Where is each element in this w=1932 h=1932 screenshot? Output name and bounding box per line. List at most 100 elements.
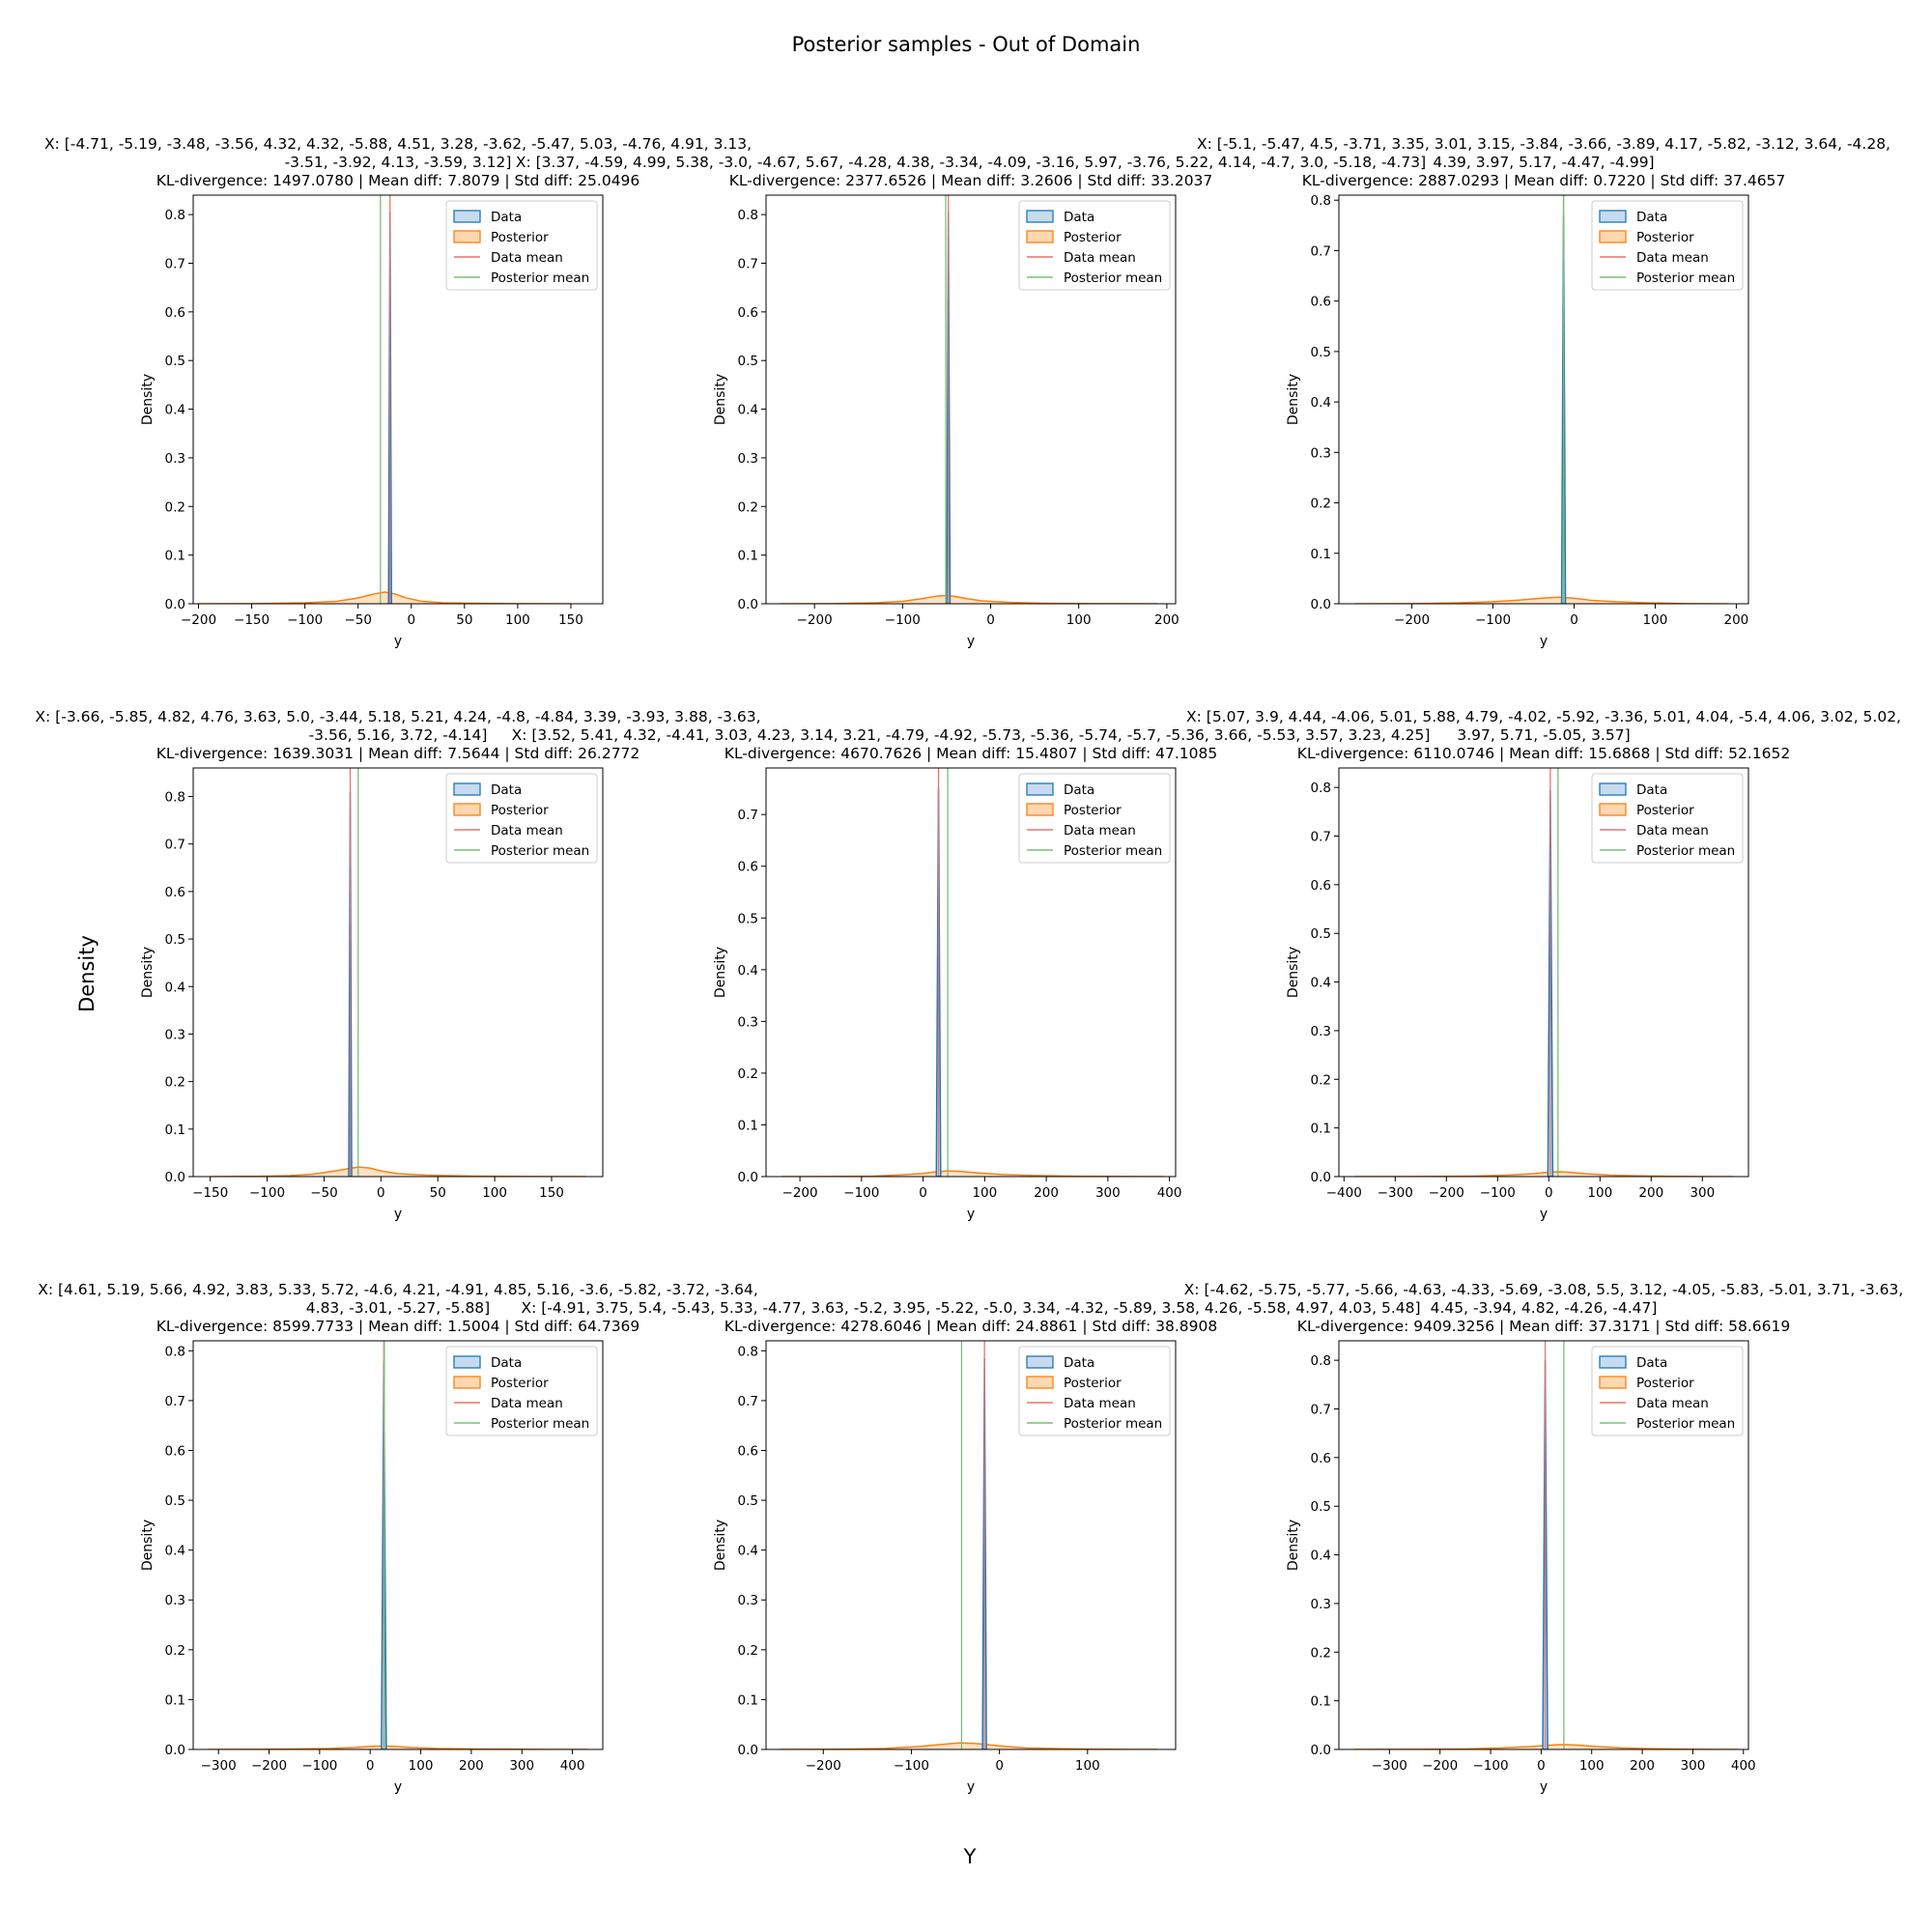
x-tick-label: 0 <box>1545 1185 1553 1201</box>
legend-box <box>1591 200 1744 291</box>
x-tick-label: 50 <box>456 612 472 628</box>
subplot-title-line: 4.45, -3.94, 4.82, -4.26, -4.47] <box>1431 1299 1658 1317</box>
legend: Data Posterior Data mean Posterior mean <box>445 773 598 864</box>
legend-label: Posterior <box>1064 230 1122 245</box>
x-axis-label: y <box>394 1779 402 1795</box>
y-tick-label: 0.8 <box>1311 193 1331 209</box>
legend-label: Posterior mean <box>1064 270 1162 286</box>
x-tick-label: 100 <box>1075 1758 1100 1774</box>
axes-frame <box>765 194 1177 605</box>
y-tick-label: 0.1 <box>165 549 185 564</box>
x-tick-label: −200 <box>1422 1758 1458 1774</box>
legend-swatch-data <box>453 210 481 223</box>
x-tick-label: 0 <box>377 1185 385 1201</box>
subplot-title-line: X: [4.61, 5.19, 5.66, 4.92, 3.83, 5.33, … <box>38 1281 758 1298</box>
y-tick-label: 0.5 <box>165 354 185 369</box>
y-tick-label: 0.2 <box>1311 497 1331 512</box>
legend-label: Data <box>1636 1355 1667 1371</box>
subplot-7: X: [4.61, 5.19, 5.66, 4.92, 3.83, 5.33, … <box>38 1281 758 1795</box>
x-axis-label: y <box>1540 1779 1548 1795</box>
y-axis-label: Density <box>140 947 156 998</box>
legend-swatch-posterior <box>1599 803 1627 816</box>
x-axis-label: y <box>394 634 402 649</box>
posterior-density-area <box>210 1167 586 1177</box>
posterior-density-area <box>1353 1171 1734 1177</box>
y-tick-label: 0.4 <box>1311 1548 1331 1564</box>
x-tick-label: 100 <box>1579 1758 1605 1774</box>
legend-swatch-posterior <box>1599 230 1627 243</box>
plot-area <box>781 768 1164 1177</box>
y-tick-label: 0.0 <box>1311 1170 1331 1185</box>
x-tick-label: 0 <box>407 612 415 628</box>
y-tick-label: 0.6 <box>738 1443 758 1459</box>
legend-swatch-posterior <box>453 230 481 243</box>
posterior-density-area <box>779 1743 1158 1749</box>
legend: Data Posterior Data mean Posterior mean <box>1018 773 1171 864</box>
legend-box <box>1018 1346 1171 1436</box>
legend: Data Posterior Data mean Posterior mean <box>445 1346 598 1436</box>
x-tick-label: −100 <box>1472 1758 1508 1774</box>
legend-box <box>1591 773 1744 864</box>
y-tick-label: 0.3 <box>1311 445 1331 461</box>
x-tick-label: 0 <box>995 1758 1004 1774</box>
subplot-title-line: X: [-4.71, -5.19, -3.48, -3.56, 4.32, 4.… <box>44 135 752 153</box>
y-tick-label: 0.1 <box>165 1122 185 1138</box>
y-tick-label: 0.3 <box>165 1593 185 1608</box>
y-tick-label: 0.1 <box>1311 547 1331 562</box>
legend-label: Posterior mean <box>491 1416 589 1432</box>
subplot-3: X: [-5.1, -5.47, 4.5, -3.71, 3.35, 3.01,… <box>1197 135 1890 649</box>
axes-frame <box>192 1340 604 1750</box>
x-tick-label: −50 <box>344 612 372 628</box>
posterior-density-line <box>210 1166 586 1177</box>
y-tick-label: 0.0 <box>1311 597 1331 612</box>
legend: Data Posterior Data mean Posterior mean <box>1591 1346 1744 1436</box>
plot-area <box>1353 768 1734 1177</box>
legend-label: Posterior <box>1064 803 1122 818</box>
subplot-1: X: [-4.71, -5.19, -3.48, -3.56, 4.32, 4.… <box>44 135 752 649</box>
y-tick-label: 0.1 <box>738 1692 758 1708</box>
x-tick-label: −300 <box>1372 1758 1407 1774</box>
y-tick-label: 0.1 <box>738 1118 758 1133</box>
x-tick-label: 0 <box>1570 612 1578 628</box>
legend-label: Data <box>1064 210 1094 225</box>
y-tick-label: 0.5 <box>1311 345 1331 360</box>
subplot-9: X: [-4.62, -5.75, -5.77, -5.66, -4.63, -… <box>1184 1281 1904 1795</box>
plot-area <box>208 1341 588 1749</box>
x-tick-label: 200 <box>1034 1185 1059 1201</box>
x-tick-label: 400 <box>560 1758 585 1774</box>
y-tick-label: 0.8 <box>738 208 758 223</box>
y-tick-label: 0.2 <box>165 1643 185 1659</box>
legend-label: Posterior mean <box>1064 1416 1162 1432</box>
y-tick-label: 0.4 <box>1311 976 1331 991</box>
x-tick-label: 400 <box>1157 1185 1182 1201</box>
legend: Data Posterior Data mean Posterior mean <box>1018 200 1171 291</box>
y-tick-label: 0.6 <box>1311 878 1331 894</box>
y-tick-label: 0.6 <box>738 860 758 875</box>
legend-label: Data mean <box>1064 823 1136 838</box>
axes-frame <box>765 767 1177 1178</box>
y-tick-label: 0.7 <box>738 1394 758 1409</box>
y-tick-label: 0.8 <box>165 790 185 806</box>
axes-frame <box>1338 767 1749 1178</box>
legend-label: Posterior mean <box>1636 843 1735 859</box>
subplot-title-line: 4.83, -3.01, -5.27, -5.88] <box>306 1299 490 1317</box>
legend: Data Posterior Data mean Posterior mean <box>1018 1346 1171 1436</box>
y-tick-label: 0.2 <box>738 1066 758 1082</box>
x-tick-label: −200 <box>782 1185 818 1201</box>
posterior-density-line <box>779 594 1158 604</box>
legend: Data Posterior Data mean Posterior mean <box>445 200 598 291</box>
figure-title: Posterior samples - Out of Domain <box>791 33 1141 56</box>
x-axis-label: y <box>1540 1207 1548 1222</box>
legend-label: Posterior <box>491 1376 549 1391</box>
posterior-density-line <box>781 1170 1164 1177</box>
subplot-title-line: KL-divergence: 4278.6046 | Mean diff: 24… <box>724 1318 1217 1335</box>
legend-label: Data mean <box>491 250 563 266</box>
y-axis-label: Density <box>140 374 156 425</box>
legend-box <box>445 1346 598 1436</box>
posterior-density-area <box>198 591 571 604</box>
x-tick-label: −100 <box>249 1185 285 1201</box>
y-tick-label: 0.3 <box>738 1593 758 1608</box>
x-tick-label: −400 <box>1326 1185 1362 1201</box>
y-tick-label: 0.6 <box>738 305 758 321</box>
y-tick-label: 0.4 <box>1311 395 1331 411</box>
